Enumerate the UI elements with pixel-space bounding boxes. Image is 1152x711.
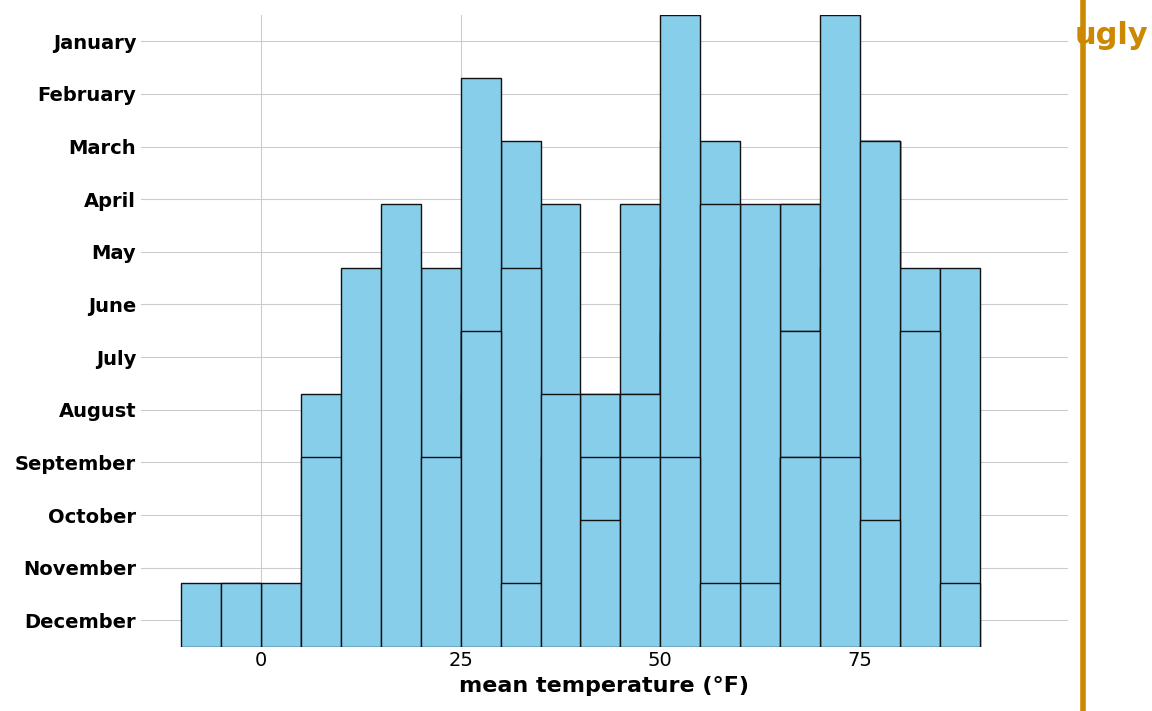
Bar bbox=[540, 394, 581, 646]
Bar bbox=[621, 584, 660, 646]
Bar bbox=[501, 331, 540, 646]
Bar bbox=[540, 584, 581, 646]
Bar bbox=[341, 457, 380, 646]
Bar bbox=[540, 520, 581, 646]
Bar bbox=[420, 584, 461, 646]
Bar bbox=[741, 267, 780, 646]
Bar bbox=[700, 331, 741, 646]
Bar bbox=[301, 394, 341, 646]
Bar bbox=[820, 267, 861, 646]
Bar bbox=[540, 205, 581, 646]
Bar bbox=[741, 584, 780, 646]
Bar bbox=[820, 331, 861, 646]
Bar bbox=[700, 584, 741, 646]
Bar bbox=[461, 394, 501, 646]
Bar bbox=[581, 394, 621, 646]
Bar bbox=[461, 331, 501, 646]
Bar bbox=[420, 584, 461, 646]
Bar bbox=[660, 457, 700, 646]
Bar bbox=[260, 584, 301, 646]
Bar bbox=[780, 457, 820, 646]
Bar bbox=[380, 267, 420, 646]
Bar bbox=[501, 267, 540, 646]
Bar bbox=[501, 457, 540, 646]
Bar bbox=[461, 584, 501, 646]
Bar bbox=[861, 141, 900, 646]
Bar bbox=[780, 457, 820, 646]
Bar bbox=[420, 457, 461, 646]
Bar bbox=[621, 394, 660, 646]
Bar bbox=[660, 267, 700, 646]
Bar bbox=[501, 584, 540, 646]
Bar bbox=[900, 457, 940, 646]
Bar bbox=[900, 267, 940, 646]
Bar bbox=[501, 331, 540, 646]
Bar bbox=[700, 205, 741, 646]
Bar bbox=[780, 331, 820, 646]
Bar bbox=[341, 267, 380, 646]
Bar bbox=[741, 331, 780, 646]
Bar bbox=[621, 520, 660, 646]
Bar bbox=[540, 457, 581, 646]
Bar bbox=[621, 205, 660, 646]
Bar bbox=[581, 457, 621, 646]
Bar bbox=[660, 520, 700, 646]
Bar bbox=[461, 331, 501, 646]
Bar bbox=[741, 205, 780, 646]
Bar bbox=[861, 141, 900, 646]
Bar bbox=[540, 457, 581, 646]
Bar bbox=[181, 584, 221, 646]
Bar bbox=[780, 205, 820, 646]
Bar bbox=[461, 78, 501, 646]
Bar bbox=[861, 141, 900, 646]
Bar bbox=[820, 457, 861, 646]
Bar bbox=[820, 15, 861, 646]
Bar bbox=[581, 584, 621, 646]
Bar bbox=[660, 15, 700, 646]
Bar bbox=[341, 457, 380, 646]
Text: ugly: ugly bbox=[1075, 21, 1149, 50]
Bar bbox=[501, 141, 540, 646]
Bar bbox=[581, 457, 621, 646]
Bar bbox=[221, 584, 260, 646]
Bar bbox=[660, 331, 700, 646]
Bar bbox=[581, 394, 621, 646]
Bar bbox=[581, 520, 621, 646]
Bar bbox=[621, 457, 660, 646]
Bar bbox=[741, 584, 780, 646]
Bar bbox=[461, 331, 501, 646]
Bar bbox=[940, 267, 980, 646]
Bar bbox=[380, 520, 420, 646]
Bar bbox=[861, 520, 900, 646]
Bar bbox=[380, 584, 420, 646]
Bar bbox=[380, 205, 420, 646]
Bar bbox=[301, 457, 341, 646]
Bar bbox=[820, 584, 861, 646]
Bar bbox=[420, 520, 461, 646]
Bar bbox=[660, 141, 700, 646]
Bar bbox=[741, 584, 780, 646]
Bar bbox=[581, 520, 621, 646]
Bar bbox=[380, 394, 420, 646]
Bar bbox=[621, 584, 660, 646]
Bar bbox=[221, 584, 260, 646]
Bar bbox=[540, 584, 581, 646]
Bar bbox=[700, 141, 741, 646]
Bar bbox=[621, 394, 660, 646]
Bar bbox=[741, 520, 780, 646]
Bar bbox=[420, 267, 461, 646]
X-axis label: mean temperature (°F): mean temperature (°F) bbox=[460, 676, 750, 696]
Bar bbox=[700, 520, 741, 646]
Bar bbox=[780, 331, 820, 646]
Bar bbox=[780, 205, 820, 646]
Bar bbox=[940, 584, 980, 646]
Bar bbox=[900, 331, 940, 646]
Bar bbox=[540, 457, 581, 646]
Bar bbox=[700, 267, 741, 646]
